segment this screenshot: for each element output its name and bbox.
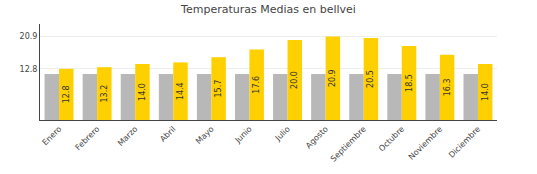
svg-text:Junio: Junio: [233, 124, 254, 145]
svg-text:Abril: Abril: [158, 124, 177, 143]
svg-text:12.8: 12.8: [62, 85, 71, 103]
svg-text:15.7: 15.7: [214, 80, 223, 98]
svg-text:Febrero: Febrero: [74, 124, 102, 152]
svg-text:12.8: 12.8: [20, 65, 38, 74]
svg-text:18.5: 18.5: [405, 74, 414, 92]
svg-text:14.0: 14.0: [138, 83, 147, 101]
svg-text:20.9: 20.9: [20, 32, 38, 41]
svg-text:Octubre: Octubre: [377, 124, 406, 153]
svg-text:Mayo: Mayo: [194, 124, 216, 146]
svg-text:14.4: 14.4: [176, 82, 185, 100]
svg-text:17.6: 17.6: [252, 76, 261, 94]
svg-text:16.3: 16.3: [443, 78, 452, 96]
svg-text:Enero: Enero: [41, 124, 64, 147]
svg-text:Julio: Julio: [273, 124, 292, 143]
svg-text:Septiembre: Septiembre: [329, 124, 368, 163]
svg-text:20.0: 20.0: [290, 71, 299, 89]
svg-text:Temperaturas Medias en bellvei: Temperaturas Medias en bellvei: [180, 3, 356, 16]
svg-text:20.9: 20.9: [328, 69, 337, 87]
svg-text:13.2: 13.2: [100, 85, 109, 103]
svg-text:14.0: 14.0: [481, 83, 490, 101]
svg-text:Agosto: Agosto: [304, 124, 330, 150]
svg-text:Noviembre: Noviembre: [407, 124, 444, 161]
svg-text:Marzo: Marzo: [116, 124, 140, 148]
svg-text:Diciembre: Diciembre: [447, 124, 482, 159]
svg-text:20.5: 20.5: [366, 70, 375, 88]
